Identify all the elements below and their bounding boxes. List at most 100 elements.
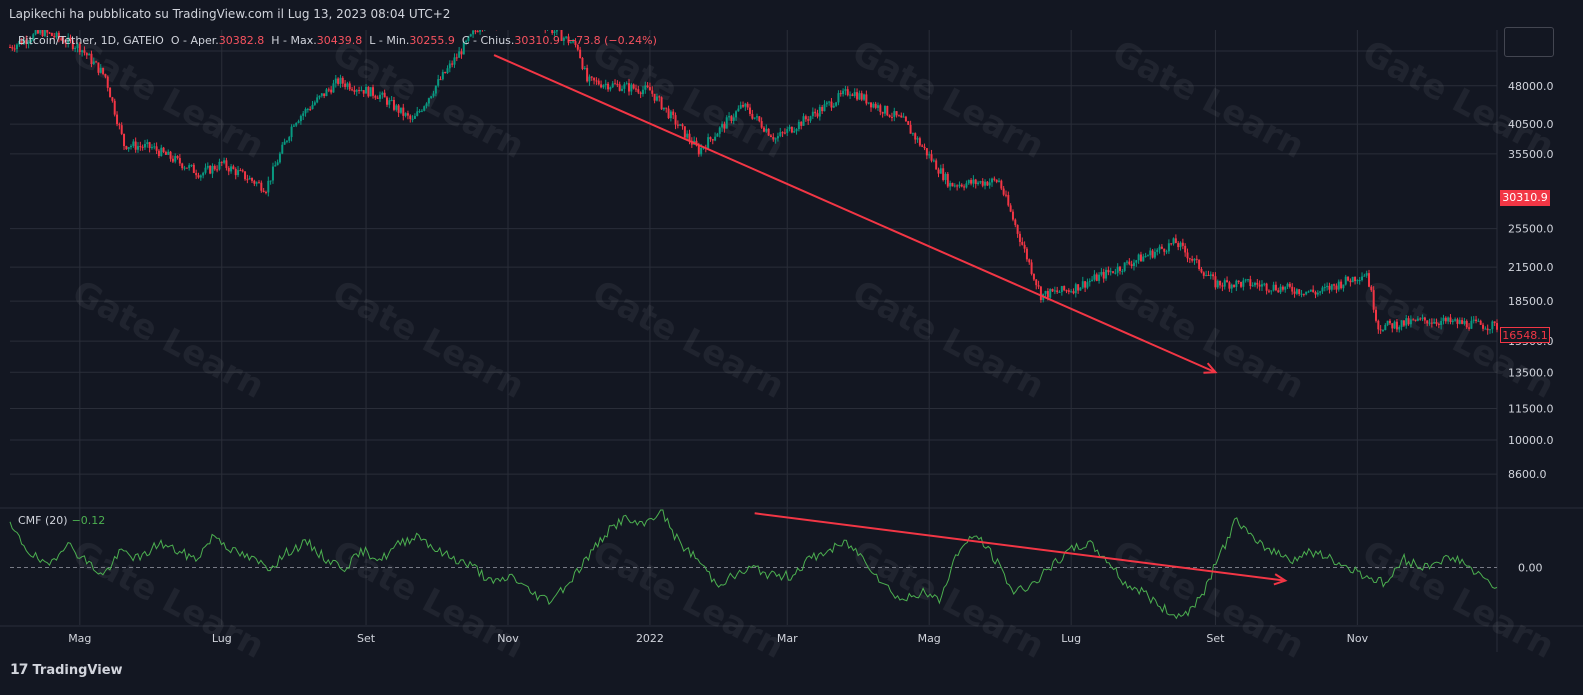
candle-body bbox=[579, 49, 582, 59]
candle-body bbox=[1130, 264, 1133, 267]
candle bbox=[965, 180, 968, 189]
candle bbox=[1400, 320, 1403, 331]
candle bbox=[890, 112, 893, 122]
candle bbox=[1361, 272, 1364, 282]
candle bbox=[776, 132, 779, 142]
candle-body bbox=[865, 94, 868, 104]
scale-settings-button[interactable] bbox=[1504, 27, 1554, 57]
candle-body bbox=[1009, 205, 1012, 212]
candle bbox=[9, 44, 11, 48]
candle-body bbox=[1004, 194, 1007, 196]
candle-body bbox=[253, 180, 256, 184]
candle bbox=[853, 88, 856, 98]
candle-body bbox=[246, 179, 249, 181]
cmf-legend[interactable]: CMF (20) −0.12 bbox=[18, 514, 105, 527]
candle bbox=[1193, 258, 1196, 265]
candle-body bbox=[1098, 274, 1101, 281]
candle-body bbox=[1214, 276, 1217, 288]
candle-body bbox=[621, 88, 624, 91]
candle bbox=[872, 102, 875, 109]
candle bbox=[309, 106, 312, 112]
tradingview-brand[interactable]: 17 TradingView bbox=[10, 662, 123, 678]
candle bbox=[1235, 279, 1238, 292]
candle bbox=[1119, 265, 1122, 275]
candle-body bbox=[78, 43, 81, 53]
candle-body bbox=[860, 93, 863, 100]
candle-body bbox=[344, 83, 347, 87]
candle-body bbox=[586, 67, 589, 82]
candle bbox=[807, 116, 810, 125]
candle-body bbox=[1328, 285, 1331, 290]
candle-body bbox=[153, 146, 156, 148]
candle-body bbox=[660, 97, 663, 110]
candle bbox=[423, 105, 426, 112]
x-tick-label: 2022 bbox=[636, 632, 664, 645]
candle-body bbox=[821, 107, 824, 112]
candle-body bbox=[1370, 286, 1373, 291]
candle bbox=[1358, 277, 1361, 285]
candle bbox=[311, 100, 314, 110]
candle-body bbox=[597, 80, 600, 85]
candle-body bbox=[13, 48, 16, 50]
candle bbox=[1288, 281, 1291, 289]
candle bbox=[1098, 272, 1101, 284]
watermark-text: Gate Learn bbox=[1106, 273, 1311, 407]
candle-body bbox=[1237, 280, 1240, 282]
candle bbox=[99, 64, 102, 74]
candle bbox=[1004, 190, 1007, 198]
candle-body bbox=[1240, 281, 1243, 287]
candle bbox=[576, 43, 579, 52]
candle-body bbox=[383, 92, 386, 98]
candle bbox=[828, 100, 831, 106]
candle-body bbox=[888, 115, 891, 117]
candle bbox=[1435, 318, 1438, 327]
candle-body bbox=[974, 179, 977, 185]
candle-body bbox=[979, 181, 982, 183]
candle-body bbox=[925, 148, 928, 156]
candle bbox=[963, 184, 966, 191]
candle bbox=[1251, 282, 1254, 287]
candle-body bbox=[209, 165, 212, 174]
candle bbox=[246, 174, 249, 184]
candle-body bbox=[1381, 330, 1384, 332]
candle-body bbox=[1491, 321, 1494, 330]
candle-body bbox=[1347, 276, 1350, 281]
candle bbox=[844, 85, 847, 96]
candle-body bbox=[1116, 266, 1119, 273]
candle-body bbox=[367, 86, 370, 97]
candle bbox=[1274, 281, 1277, 292]
candle-body bbox=[1386, 320, 1389, 325]
candle-body bbox=[844, 89, 847, 91]
candle bbox=[1028, 258, 1031, 265]
candle-body bbox=[409, 115, 412, 119]
candle-body bbox=[1321, 287, 1324, 292]
candle-body bbox=[1484, 328, 1487, 330]
candle bbox=[1395, 319, 1398, 333]
candle bbox=[811, 107, 814, 120]
cmf-value: −0.12 bbox=[71, 514, 106, 527]
candle-body bbox=[1007, 195, 1010, 206]
candle bbox=[1072, 288, 1075, 295]
close-label: C - Chius. bbox=[461, 34, 515, 47]
candle bbox=[669, 109, 672, 122]
candle bbox=[379, 91, 382, 102]
candle bbox=[846, 86, 849, 97]
candle-body bbox=[432, 93, 435, 97]
candle-body bbox=[441, 71, 444, 80]
candle-body bbox=[423, 106, 426, 111]
candle-body bbox=[686, 133, 689, 138]
candle bbox=[332, 79, 335, 93]
candle bbox=[1242, 277, 1245, 291]
watermark-text: Gate Learn bbox=[586, 33, 791, 167]
candle-body bbox=[1144, 255, 1147, 257]
candle-body bbox=[1128, 261, 1131, 265]
candle-body bbox=[1119, 266, 1122, 271]
candle bbox=[718, 126, 721, 138]
candle-body bbox=[1105, 269, 1108, 279]
candle bbox=[67, 33, 70, 48]
symbol-legend[interactable]: Bitcoin/Tether, 1D, GATEIO O - Aper.3038… bbox=[18, 34, 657, 47]
high-value: 30439.8 bbox=[316, 34, 363, 47]
candle bbox=[199, 174, 202, 181]
candle-body bbox=[765, 128, 768, 132]
